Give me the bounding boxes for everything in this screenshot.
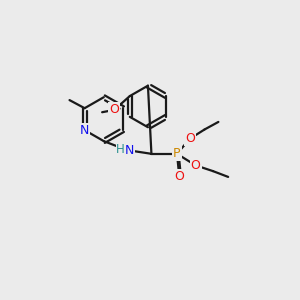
Text: N: N [80, 124, 89, 136]
Text: H: H [116, 143, 125, 156]
Text: O: O [191, 159, 200, 172]
Text: P: P [173, 147, 181, 160]
Text: N: N [125, 144, 134, 157]
Text: O: O [109, 103, 119, 116]
Text: O: O [185, 132, 195, 145]
Text: O: O [174, 170, 184, 183]
